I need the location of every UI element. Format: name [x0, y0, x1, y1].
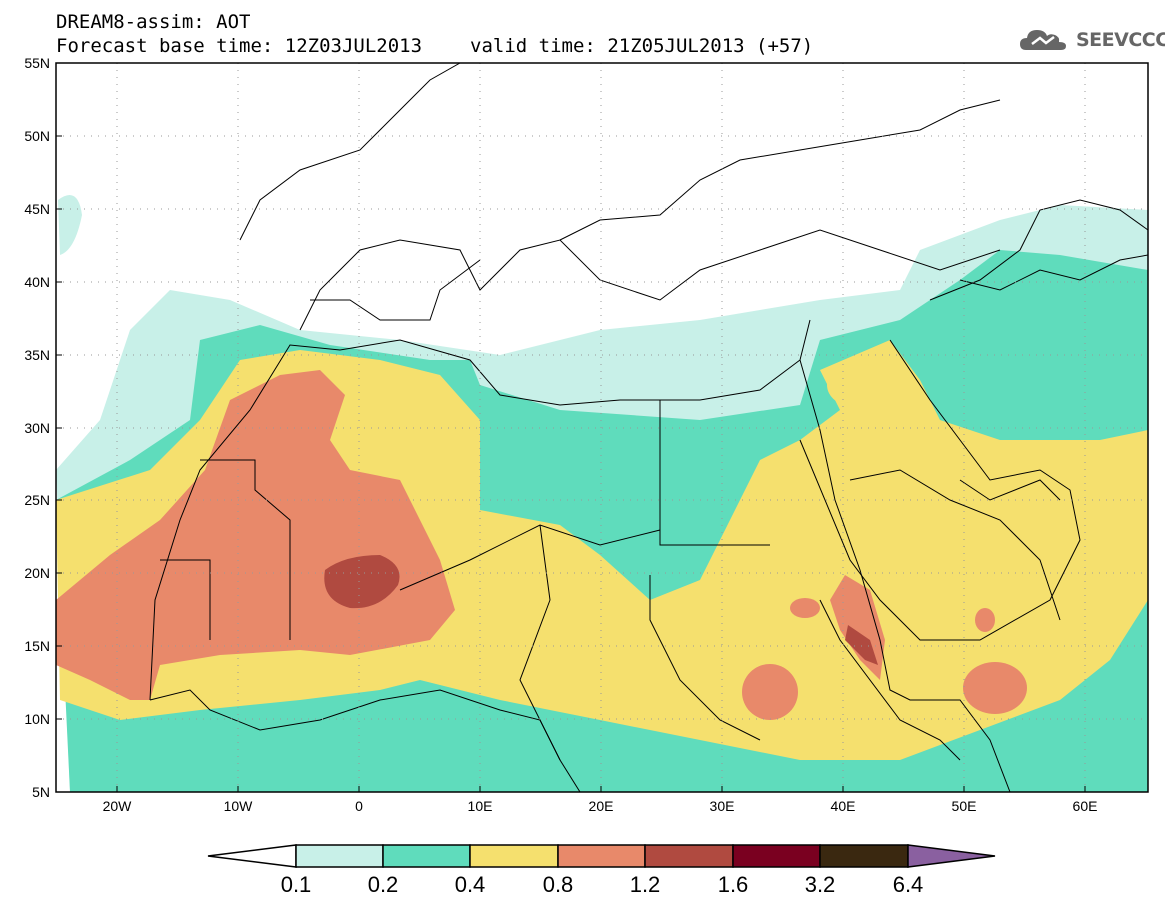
lat-label: 5N — [32, 784, 50, 800]
aot-patch-0.8-somalia — [963, 662, 1027, 714]
coastlines — [149, 63, 1148, 792]
aot-patch-0.4-iraq — [827, 363, 883, 407]
aot-patch-0.8-ethiopia — [790, 598, 820, 618]
lon-label: 20W — [103, 798, 133, 814]
lat-label: 50N — [24, 128, 50, 144]
colorbar-label: 6.4 — [892, 872, 924, 897]
colorbar-over-triangle — [907, 844, 996, 868]
seevccc-logo: SEEVCCC — [1018, 24, 1165, 56]
lat-label: 40N — [24, 274, 50, 290]
lat-label: 35N — [24, 347, 50, 363]
colorbar — [207, 844, 996, 868]
lon-label: 60E — [1073, 798, 1098, 814]
lat-label: 25N — [24, 492, 50, 508]
colorbar-segment-1.2 — [644, 844, 734, 868]
lon-label: 10W — [224, 798, 254, 814]
aot-patch-1.2-redsea — [845, 625, 878, 665]
colorbar-label: 0.2 — [367, 872, 399, 897]
forecast-times: Forecast base time: 12Z03JUL2013 valid ti… — [56, 36, 813, 56]
colorbar-label: 0.4 — [454, 872, 486, 897]
lat-label: 10N — [24, 711, 50, 727]
lat-label: 45N — [24, 201, 50, 217]
colorbar-label: 1.2 — [629, 872, 661, 897]
colorbar-label: 1.6 — [717, 872, 749, 897]
lon-label: 50E — [952, 798, 977, 814]
colorbar-under-triangle — [207, 844, 297, 868]
aot-band-0.1-atlantic — [58, 195, 82, 255]
aot-patch-0.8-sudan — [742, 664, 798, 720]
colorbar-segment-3.2 — [819, 844, 909, 868]
gridlines — [56, 63, 1148, 792]
axis-ticks — [56, 135, 1086, 792]
lon-label: 10E — [468, 798, 493, 814]
colorbar-segment-0.8 — [557, 844, 646, 868]
logo-text: SEEVCCC — [1076, 29, 1165, 51]
aot-band-0.8 — [56, 370, 455, 700]
valid-time: valid time: 21Z05JUL2013 (+57) — [470, 35, 814, 57]
lat-label: 30N — [24, 420, 50, 436]
lon-label: 0 — [355, 798, 363, 814]
colorbar-segment-1.6 — [732, 844, 821, 868]
colorbar-label: 0.1 — [280, 872, 312, 897]
lon-label: 40E — [831, 798, 856, 814]
base-time: Forecast base time: 12Z03JUL2013 — [56, 35, 423, 57]
colorbar-segment-0.1 — [295, 844, 384, 868]
colorbar-segment-0.4 — [469, 844, 559, 868]
colorbar-segment-0.2 — [382, 844, 471, 868]
lat-label: 20N — [24, 565, 50, 581]
colorbar-label: 0.8 — [542, 872, 574, 897]
colorbar-label: 3.2 — [804, 872, 836, 897]
cloud-icon — [1020, 30, 1066, 50]
lon-label: 20E — [589, 798, 614, 814]
lat-label: 15N — [24, 638, 50, 654]
aot-patch-1.2-sahara — [324, 555, 400, 609]
lon-label: 30E — [710, 798, 735, 814]
lat-label: 55N — [24, 55, 50, 71]
map-title: DREAM8-assim: AOT — [56, 11, 251, 33]
aot-patch-0.8-yemen — [975, 608, 995, 632]
